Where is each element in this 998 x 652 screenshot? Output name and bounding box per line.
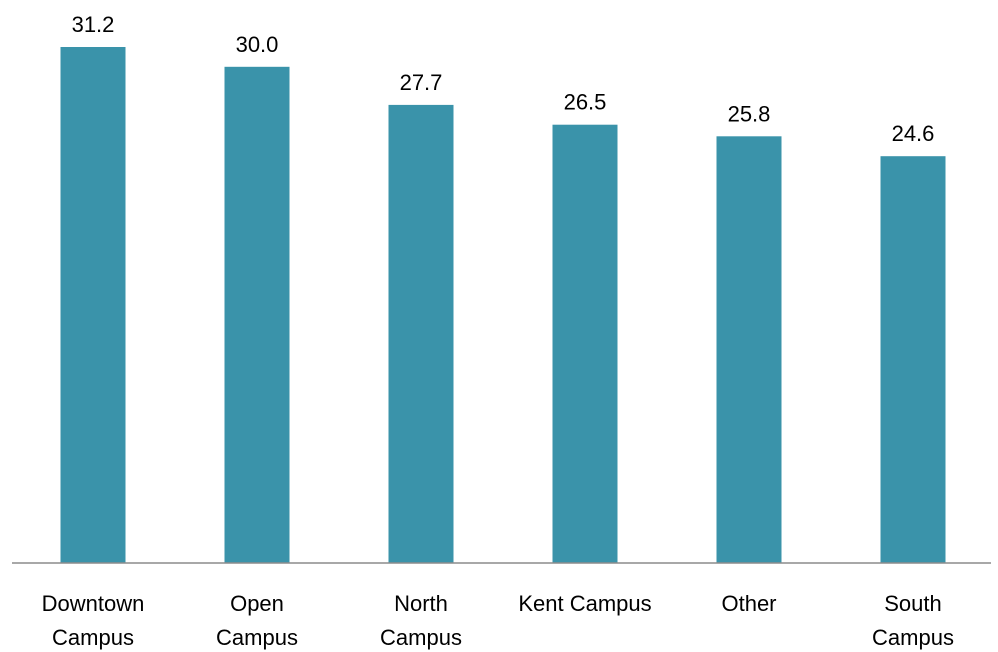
bars-group (60, 47, 946, 564)
category-label-0-line-1: Campus (52, 625, 134, 650)
bar-2 (388, 104, 454, 564)
category-label-4-line-0: Other (721, 591, 776, 616)
category-label-1-line-0: Open (230, 591, 284, 616)
category-label-3-line-0: Kent Campus (518, 591, 651, 616)
category-labels-group: Downtown Campus Open Campus North Campus Kent … (42, 591, 954, 650)
value-labels-group: 31.2 30.0 27.7 26.5 25.8 24.6 (72, 12, 935, 146)
category-label-5-line-1: Campus (872, 625, 954, 650)
bar-0 (60, 47, 126, 563)
bar-4 (716, 136, 782, 564)
category-label-1-line-1: Campus (216, 625, 298, 650)
value-label-4: 25.8 (728, 101, 771, 126)
bar-3 (552, 124, 618, 563)
category-label-2-line-0: North (394, 591, 448, 616)
category-label-0-line-0: Downtown (42, 591, 145, 616)
category-label-5-line-0: South (884, 591, 942, 616)
value-label-0: 31.2 (72, 12, 115, 37)
value-label-2: 27.7 (400, 70, 443, 95)
category-label-2-line-1: Campus (380, 625, 462, 650)
value-label-5: 24.6 (892, 121, 935, 146)
value-label-3: 26.5 (564, 90, 607, 115)
bar-1 (224, 66, 290, 564)
bar-5 (880, 156, 946, 563)
value-label-1: 30.0 (236, 32, 279, 57)
